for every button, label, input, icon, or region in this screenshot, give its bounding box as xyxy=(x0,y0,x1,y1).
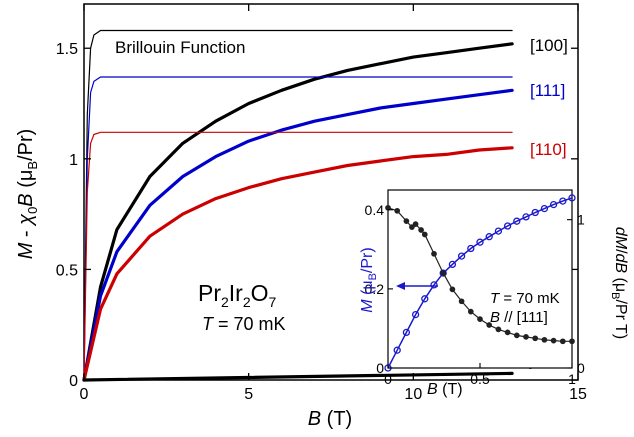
inset-point xyxy=(467,244,475,253)
compound-label: Pr2Ir2O7 xyxy=(198,280,277,310)
inset-point xyxy=(412,221,419,227)
x-axis-label-unit: (T) xyxy=(321,408,352,430)
inset-temperature-label: T = 70 mK xyxy=(490,290,560,307)
inset-left-tick-label: 0 xyxy=(376,360,384,376)
series-line-5 xyxy=(83,131,513,381)
y-tick-label: 1.5 xyxy=(56,41,78,58)
inset-plot-background xyxy=(388,190,572,368)
y-tick-label: 0.5 xyxy=(56,262,78,279)
label-100: [100] xyxy=(530,36,568,55)
x-axis-label: B (T) xyxy=(308,408,352,430)
inset-point xyxy=(569,338,575,345)
inset-x-tick-label: 1 xyxy=(568,371,576,387)
inset-point xyxy=(522,213,530,221)
inset-point xyxy=(448,260,457,269)
inset-point xyxy=(559,197,567,205)
inset-point xyxy=(485,233,493,241)
inset-point xyxy=(513,332,520,339)
inset-point xyxy=(440,270,447,276)
label-110: [110] xyxy=(530,140,567,159)
inset-point xyxy=(431,250,437,257)
inset-point xyxy=(467,308,474,315)
x-tick-label: 15 xyxy=(569,386,587,403)
inset-point xyxy=(550,337,557,344)
x-axis-label-var: B xyxy=(308,408,321,430)
inset-point xyxy=(418,227,424,233)
y-tick-label: 1 xyxy=(69,152,78,169)
inset-point xyxy=(394,207,401,214)
inset-left-axis-label: M (μB/Pr) xyxy=(359,247,379,312)
inset-x-tick-label: 0.5 xyxy=(470,371,490,387)
inset-point xyxy=(549,200,558,209)
inset-point xyxy=(503,222,512,230)
inset-point xyxy=(430,281,438,289)
inset-right-tick-label: 1 xyxy=(577,212,585,228)
series-line-1 xyxy=(82,88,514,382)
y-tick-label: 0 xyxy=(69,373,78,390)
inset-point xyxy=(393,346,401,354)
inset-x-axis-label: B (T) xyxy=(427,381,463,398)
series-line-0 xyxy=(82,42,514,382)
inset-point xyxy=(409,224,415,230)
inset-point xyxy=(457,252,466,260)
inset-series-group xyxy=(384,194,576,372)
inset-point xyxy=(421,295,429,303)
inset-point xyxy=(486,322,493,328)
inset-point xyxy=(403,218,410,224)
inset-point xyxy=(559,338,566,345)
inset-left-tick-label: 0.4 xyxy=(365,202,385,218)
inset-point xyxy=(421,231,428,238)
x-tick-label: 0 xyxy=(80,386,89,403)
inset-point xyxy=(449,286,456,293)
inset-x-tick-label: 0 xyxy=(384,371,392,387)
series-line-2 xyxy=(82,146,514,382)
inset-point xyxy=(541,336,548,343)
inset-point xyxy=(477,316,483,322)
inset-point xyxy=(523,334,529,340)
x-tick-label: 10 xyxy=(404,386,422,403)
left-axis-arrow xyxy=(396,282,438,290)
inset-plot: 0 0.5 100.20.401 T = 70 mK B // [111] B (T… xyxy=(359,189,629,398)
inset-point xyxy=(495,326,502,333)
brillouin-label: Brillouin Function xyxy=(115,38,245,57)
inset-point xyxy=(504,329,511,336)
series-line-6 xyxy=(82,371,514,382)
inset-point xyxy=(476,238,484,246)
inset-left-tick-label: 0.2 xyxy=(365,281,385,297)
temperature-label: T = 70 mK xyxy=(202,314,286,334)
inset-ticks-group: 0 0.5 100.20.401 xyxy=(365,202,585,387)
main-plot-frame xyxy=(83,3,579,381)
inset-right-tick-label: 0 xyxy=(577,360,585,376)
inset-point xyxy=(411,310,420,319)
inset-point xyxy=(439,269,447,277)
inset-point xyxy=(568,194,576,202)
label-111: [111] xyxy=(530,81,565,100)
inset-right-axis-label: dM/dB (μB/Pr T) xyxy=(609,227,629,339)
inset-point xyxy=(513,217,521,225)
inset-point xyxy=(402,328,411,337)
x-tick-label: 5 xyxy=(244,386,253,403)
inset-point xyxy=(540,204,549,213)
inset-point xyxy=(494,227,503,235)
inset-direction-label: B // [111] xyxy=(490,309,548,326)
inset-point xyxy=(531,208,539,217)
inset-point xyxy=(458,298,465,305)
y-axis-label: M - χ0B (μB/Pr) xyxy=(15,129,40,260)
inset-point xyxy=(532,335,539,342)
